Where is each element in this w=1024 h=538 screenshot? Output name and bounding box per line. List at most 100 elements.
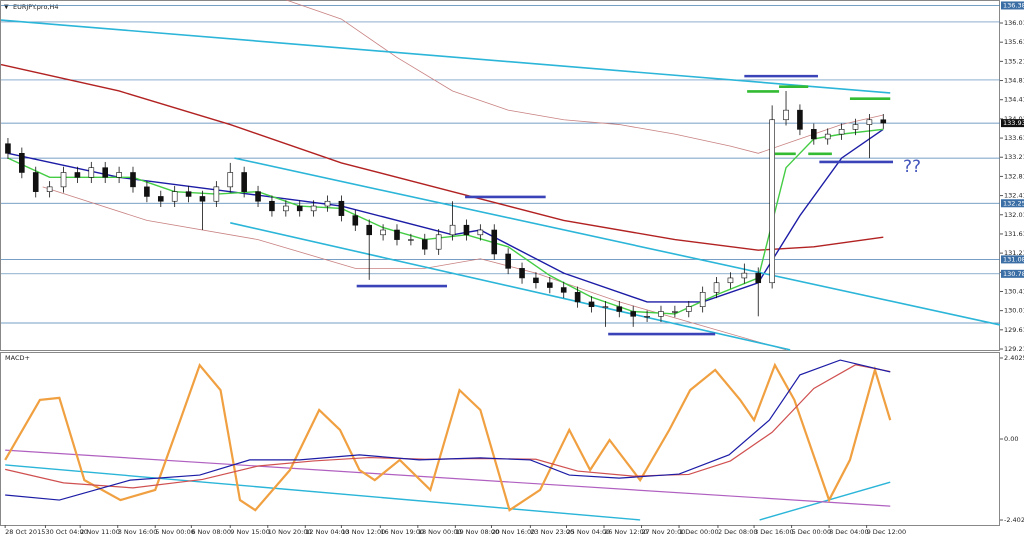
- candle-body: [630, 311, 636, 317]
- candle-body: [852, 124, 859, 130]
- x-tick-label: 9 Nov 15:00: [230, 528, 270, 536]
- candle-body: [366, 224, 372, 236]
- candle-body: [296, 205, 303, 212]
- y-tick-label: 134.818: [1004, 77, 1024, 85]
- y-tick-label: 135.618: [1004, 38, 1024, 46]
- candle-body: [755, 272, 762, 284]
- candle-body: [269, 200, 275, 212]
- y-tick-label: 136.018: [1004, 19, 1024, 27]
- label-bg: [1001, 269, 1024, 278]
- y-tick-label: 130.018: [1004, 307, 1024, 315]
- candle-body: [783, 109, 789, 121]
- candle-body: [213, 186, 220, 202]
- candle-body: [533, 277, 539, 284]
- annotation: ??: [903, 157, 921, 177]
- x-tick-label: 1 Dec 00:00: [679, 528, 719, 536]
- candle-body: [797, 109, 803, 130]
- x-tick-label: 5 Nov 00:00: [155, 528, 195, 536]
- trend-line: [230, 222, 791, 351]
- candle-body: [449, 224, 456, 236]
- y-tick-label: 129.218: [1004, 345, 1024, 353]
- trend-line: [5, 464, 641, 521]
- x-tick-label: 2 Nov 11:00: [80, 528, 120, 536]
- y-tick-label: 132.818: [1004, 172, 1024, 180]
- candle-body: [185, 191, 192, 197]
- candle-body: [102, 167, 109, 178]
- candle-body: [838, 129, 845, 135]
- highlight-tick-label: 133.930: [1003, 119, 1024, 127]
- macd-line: [5, 359, 891, 501]
- x-tick-label: 16 Nov 19:00: [380, 528, 424, 536]
- y-tick-label: 135.218: [1004, 57, 1024, 65]
- candle-body: [157, 196, 164, 202]
- candle-body: [658, 311, 664, 317]
- candle-body: [769, 119, 775, 284]
- indicator-line: [285, 0, 884, 154]
- trend-line: [234, 157, 1001, 326]
- label-bg: [1001, 119, 1024, 128]
- candle-body: [32, 172, 39, 192]
- x-tick-label: 8 Dec 04:00: [829, 528, 869, 536]
- y-tick-label: 134.418: [1004, 96, 1024, 104]
- label-bg: [1001, 199, 1024, 208]
- x-tick-label: 26 Nov 12:00: [604, 528, 648, 536]
- candle-body: [741, 272, 748, 279]
- candle-body: [880, 119, 887, 124]
- candle-body: [824, 133, 831, 140]
- x-tick-label: 12 Nov 04:00: [305, 528, 349, 536]
- candle-body: [144, 186, 150, 197]
- candle-body: [116, 172, 122, 178]
- candle-body: [310, 205, 317, 212]
- candle-body: [199, 196, 206, 202]
- x-tick-label: 27 Nov 20:00: [642, 528, 686, 536]
- indicator-line: [0, 63, 884, 251]
- candle-body: [130, 172, 136, 188]
- candle-body: [574, 292, 581, 303]
- menu-arrow: ▼: [4, 4, 9, 11]
- y-tick-label: 129.618: [1004, 326, 1024, 334]
- candle-body: [547, 282, 553, 288]
- trend-line: [0, 19, 891, 94]
- x-tick-label: 6 Nov 08:00: [191, 528, 231, 536]
- candle-body: [283, 205, 289, 212]
- highlight-tick-label: 130.786: [1003, 270, 1024, 278]
- y-tick-label: 131.618: [1004, 230, 1024, 238]
- candle-body: [644, 315, 650, 318]
- candle-body: [616, 306, 623, 312]
- candle-body: [171, 191, 178, 202]
- x-tick-label: 3 Dec 16:00: [754, 528, 794, 536]
- x-tick-label: 30 Oct 04:00: [45, 528, 87, 536]
- highlight-tick-label: 136.384: [1003, 1, 1024, 9]
- trend-line: [759, 481, 891, 521]
- candle-body: [505, 253, 511, 269]
- y-tick-label: 130.418: [1004, 287, 1024, 295]
- y-tick-label: 133.218: [1004, 153, 1024, 161]
- candle-body: [394, 229, 400, 240]
- y-tick-label: -2.4025: [1004, 516, 1024, 524]
- candle-body: [519, 268, 525, 279]
- candle-body: [713, 282, 720, 293]
- macd-line: [4, 362, 892, 512]
- candle-body: [435, 234, 442, 250]
- y-tick-label: 132.018: [1004, 211, 1024, 219]
- candle-body: [46, 186, 53, 192]
- candle-body: [352, 215, 359, 226]
- x-tick-label: 23 Nov 23:00: [530, 528, 574, 536]
- candle-body: [602, 306, 609, 308]
- highlight-tick-label: 131.087: [1003, 255, 1024, 263]
- y-tick-label: 134.018: [1004, 115, 1024, 123]
- x-tick-label: 2 Dec 08:00: [718, 528, 758, 536]
- y-tick-label: 133.618: [1004, 134, 1024, 142]
- x-tick-label: 20 Nov 16:00: [491, 528, 535, 536]
- x-tick-label: 10 Nov 20:00: [268, 528, 312, 536]
- candle-body: [672, 311, 678, 313]
- x-tick-label: 5 Dec 00:00: [792, 528, 832, 536]
- candle-body: [685, 306, 692, 312]
- candle-body: [727, 277, 734, 284]
- candle-body: [421, 239, 428, 250]
- macd-title: MACD+: [5, 354, 30, 362]
- x-tick-label: 25 Nov 04:00: [566, 528, 610, 536]
- x-tick-label: 28 Oct 2015: [5, 528, 45, 536]
